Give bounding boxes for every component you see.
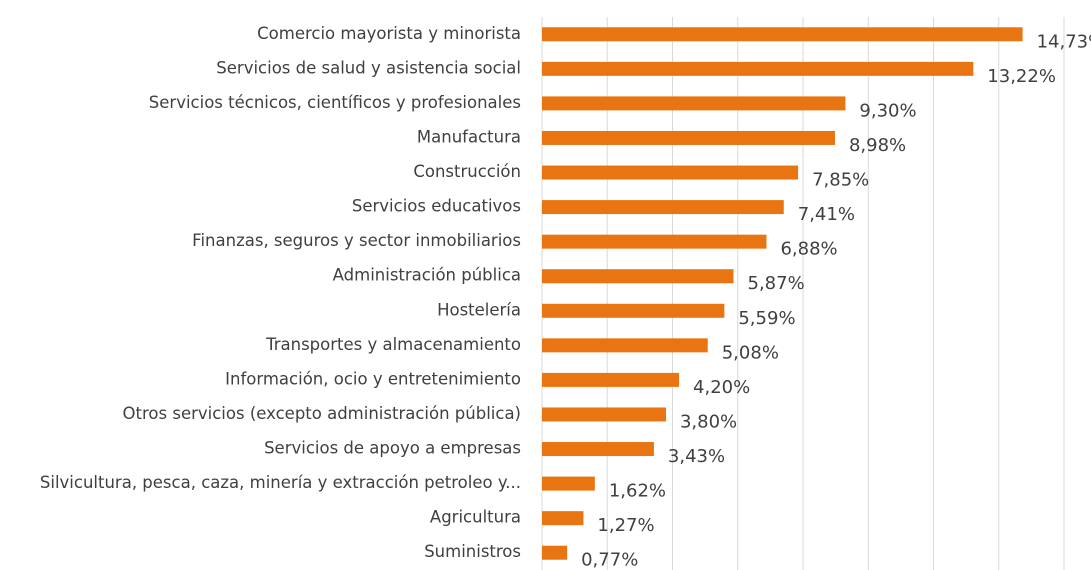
y-tick-label: Agricultura [430, 508, 521, 527]
y-tick-label: Manufactura [417, 127, 521, 146]
bar [542, 269, 734, 284]
y-tick-label: Transportes y almacenamiento [265, 335, 521, 354]
bar [542, 61, 974, 76]
bar [542, 511, 584, 526]
bar [542, 545, 568, 560]
y-tick-label: Construcción [413, 162, 521, 181]
bar [542, 200, 784, 215]
data-label: 0,77% [581, 550, 638, 570]
data-label: 1,62% [609, 481, 666, 502]
bar [542, 407, 666, 422]
bar [542, 234, 767, 249]
data-label: 7,41% [798, 204, 855, 225]
bar [542, 130, 835, 145]
bar [542, 96, 846, 111]
bar [542, 338, 708, 353]
data-label: 13,22% [987, 66, 1056, 87]
y-tick-label: Servicios de salud y asistencia social [216, 58, 521, 77]
data-label: 7,85% [812, 170, 869, 191]
y-tick-label: Otros servicios (excepto administración … [123, 404, 521, 423]
bar [542, 442, 654, 457]
data-label: 14,73% [1037, 31, 1091, 52]
data-label: 5,08% [722, 342, 779, 363]
data-label: 5,59% [738, 308, 795, 329]
data-label: 8,98% [849, 135, 906, 156]
y-tick-label: Administración pública [333, 266, 521, 285]
data-label: 3,80% [680, 411, 737, 432]
y-tick-label: Hostelería [437, 300, 521, 319]
y-tick-label: Suministros [424, 542, 521, 561]
data-label: 4,20% [693, 377, 750, 398]
data-label: 5,87% [748, 273, 805, 294]
bar [542, 476, 595, 491]
bar [542, 303, 725, 318]
data-label: 1,27% [597, 515, 654, 536]
y-tick-label: Servicios de apoyo a empresas [264, 439, 521, 458]
y-tick-label: Información, ocio y entretenimiento [225, 369, 521, 388]
bar [542, 27, 1023, 42]
y-tick-label: Servicios educativos [352, 197, 521, 216]
data-label: 3,43% [668, 446, 725, 467]
bar [542, 372, 680, 387]
y-tick-label: Servicios técnicos, científicos y profes… [149, 93, 521, 112]
y-tick-label: Silvicultura, pesca, caza, minería y ext… [40, 473, 521, 492]
y-tick-label: Comercio mayorista y minorista [257, 24, 521, 43]
data-label: 6,88% [780, 239, 837, 260]
bar [542, 165, 799, 180]
data-label: 9,30% [859, 100, 916, 121]
y-tick-label: Finanzas, seguros y sector inmobiliarios [192, 231, 521, 250]
